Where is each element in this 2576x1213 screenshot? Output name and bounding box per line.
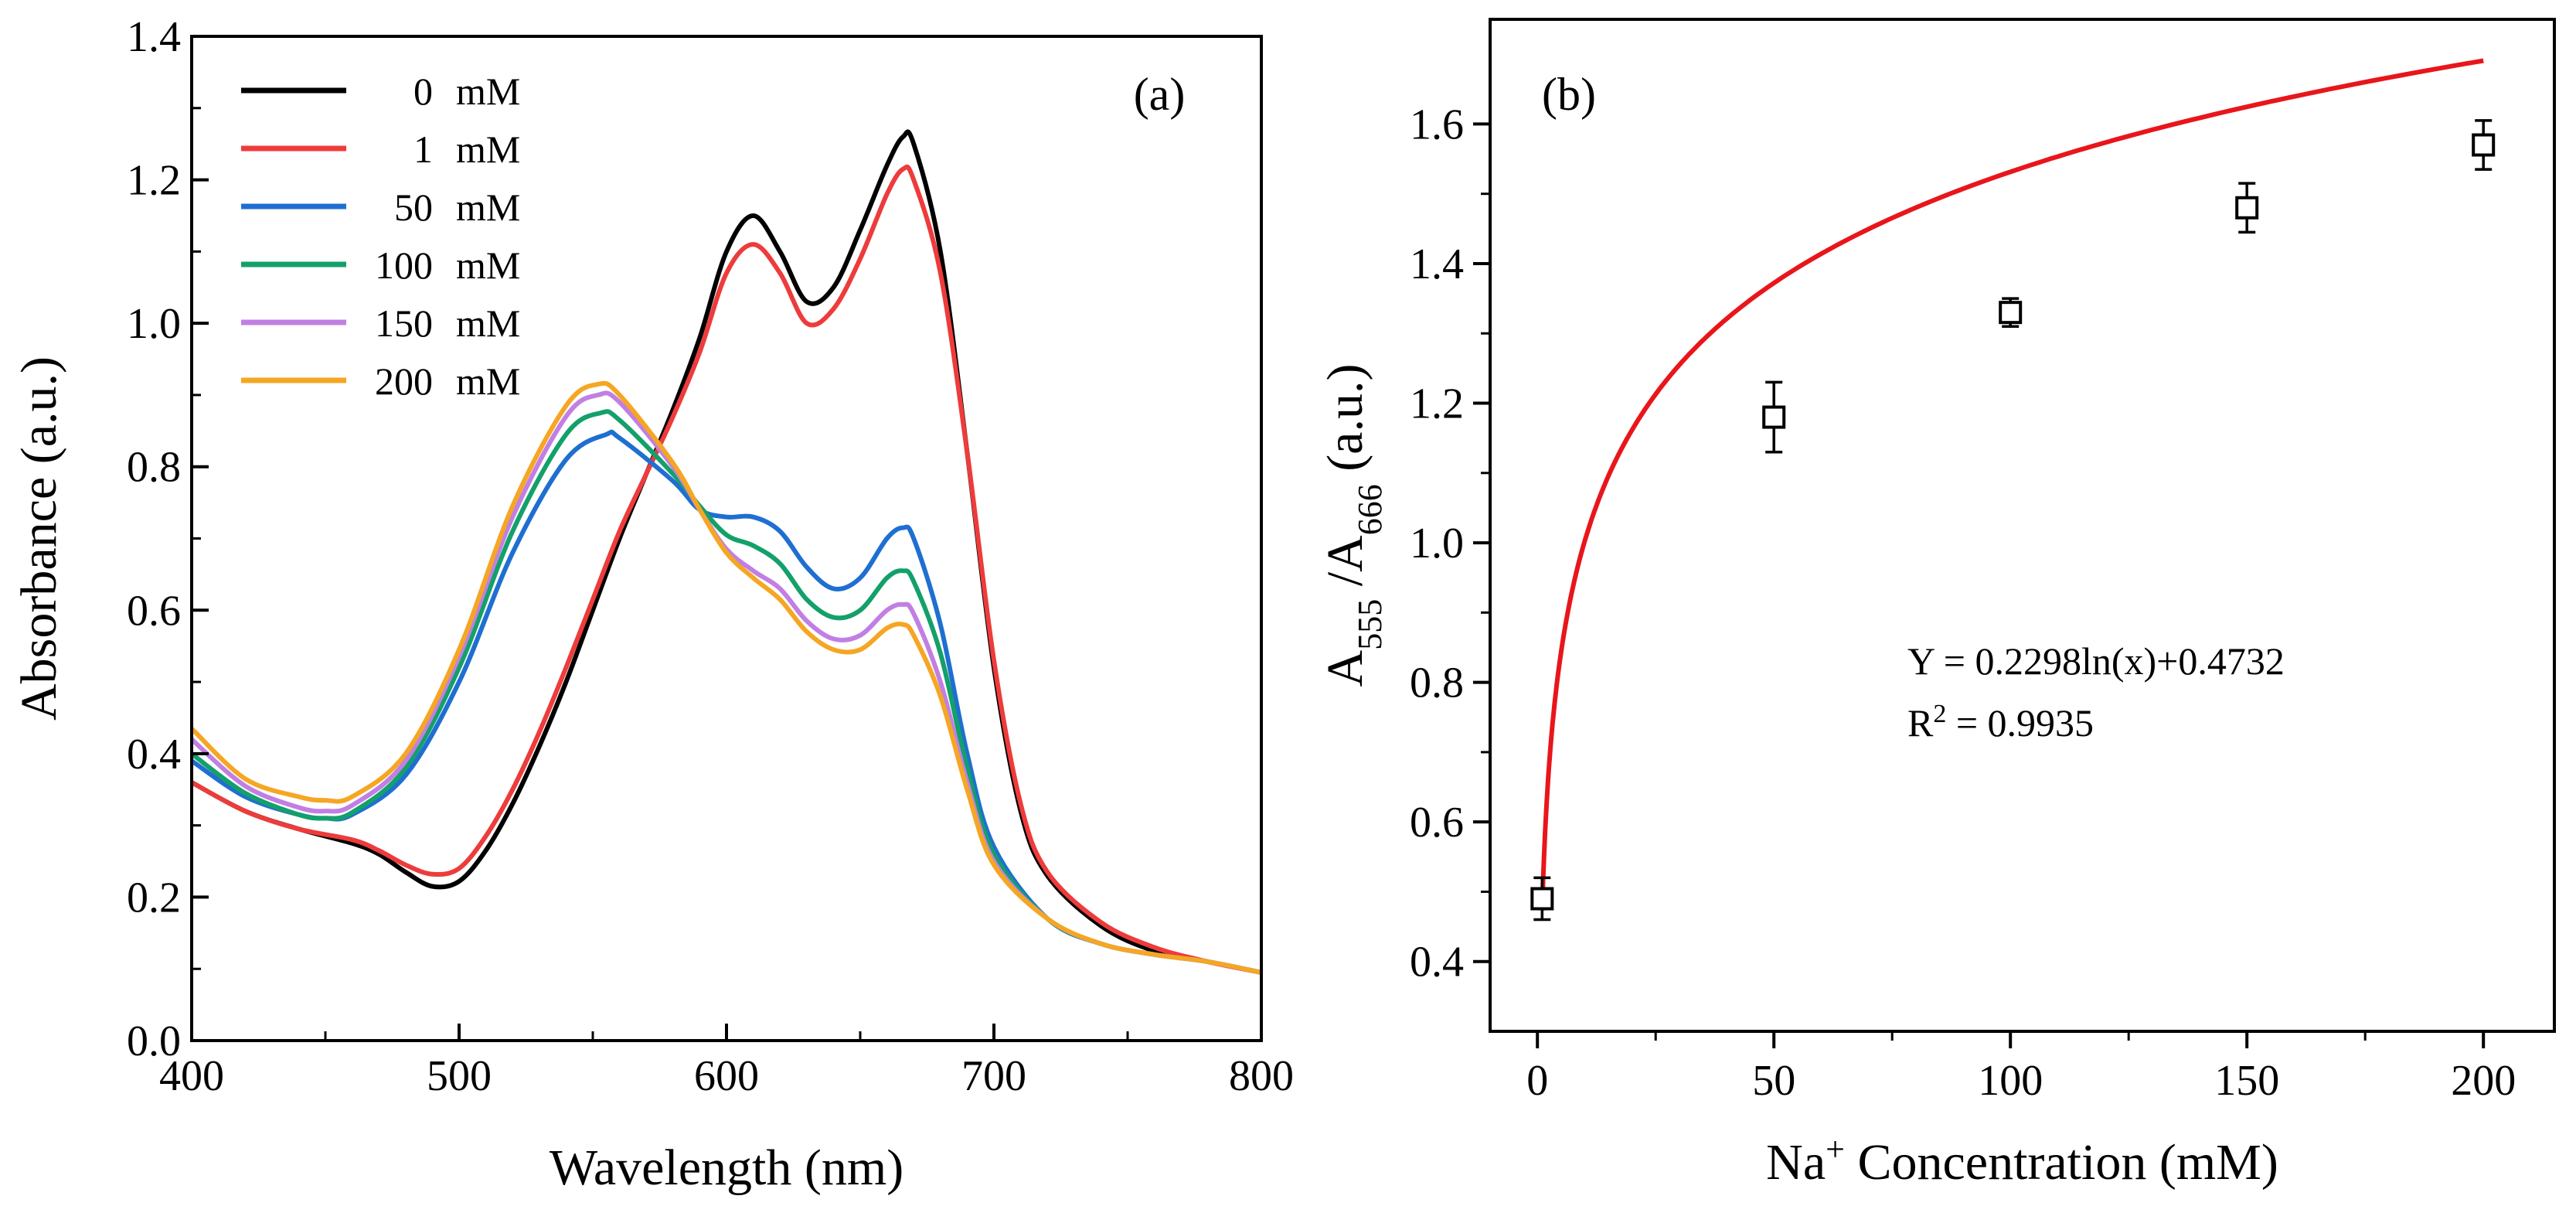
series-line-150-mM [190, 390, 1262, 975]
y-tick-label: 0.8 [127, 444, 181, 492]
series-line-50-mM [190, 429, 1262, 975]
y-tick-label: 1.2 [1410, 380, 1464, 428]
panel-b-label: (b) [1542, 69, 1596, 120]
y-tick-label: 1.0 [127, 300, 181, 348]
panel-b-chart: 0 50 100 150 200 0.4 0.6 0.8 1.0 1.2 1.4 1.6 Na+ Co… [1317, 18, 2556, 1191]
panel-a-y-axis-title: Absorbance (a.u.) [11, 356, 67, 721]
y-title-sub2: 666 [1351, 484, 1389, 535]
panel-a-plot-frame [190, 35, 1263, 1042]
legend-value-50: 50 [394, 186, 433, 229]
x-tick-label: 0 [1526, 1057, 1548, 1105]
x-tick-label: 500 [427, 1052, 492, 1100]
y-tick-label: 1.4 [127, 13, 181, 61]
legend-unit: mM [456, 128, 520, 171]
legend-value-200: 200 [375, 359, 433, 403]
y-tick-label: 0.4 [1410, 939, 1464, 986]
y-tick-label: 0.0 [127, 1017, 181, 1065]
legend-unit: mM [456, 244, 520, 287]
y-tick-label: 0.6 [1410, 799, 1464, 847]
legend-unit: mM [456, 186, 520, 229]
r2-sup: 2 [1933, 700, 1946, 728]
legend-unit: mM [456, 359, 520, 403]
legend-value-150: 150 [375, 302, 433, 345]
data-point [1999, 297, 2023, 328]
data-point [1762, 380, 1786, 454]
x-tick-label: 100 [1978, 1057, 2043, 1105]
y-tick-label: 1.4 [1410, 240, 1464, 288]
panel-a-x-axis-title: Wavelength (nm) [550, 1140, 903, 1196]
panel-b-y-axis-title: A555 /A666 (a.u.) [1317, 364, 1389, 687]
y-title-sub1: 555 [1351, 599, 1389, 650]
x-title-rest: Concentration (mM) [1845, 1134, 2278, 1191]
series-line-200-mM [189, 380, 1262, 975]
point-marker [1762, 405, 1786, 429]
panel-b-plot-frame [1489, 18, 2556, 1033]
series-line-1-mM [190, 164, 1262, 975]
y-tick-label: 1.6 [1410, 101, 1464, 148]
legend-value-0: 0 [413, 70, 433, 113]
point-marker [1530, 887, 1554, 911]
data-point [1530, 876, 1554, 922]
panel-b-x-axis-title: Na+ Concentration (mM) [1766, 1130, 2278, 1191]
y-tick-label: 0.6 [127, 587, 181, 635]
legend-value-100: 100 [375, 244, 433, 287]
panel-b-fit-curve [1540, 58, 2484, 911]
y-title-a: A [1317, 649, 1373, 687]
panel-a-chart: 400 500 600 700 8000.00.20.40.60.81.01.21.4 … [11, 13, 1294, 1196]
x-tick-label: 400 [159, 1052, 224, 1100]
y-tick-label: 0.8 [1410, 659, 1464, 707]
x-tick-label: 600 [694, 1052, 759, 1100]
data-point [2472, 119, 2496, 171]
fit-equation: Y = 0.2298ln(x)+0.4732 [1907, 639, 2285, 683]
series-line-100-mM [190, 409, 1262, 975]
panel-a-label: (a) [1134, 69, 1186, 120]
panel-b-points [1530, 119, 2496, 922]
x-tick-label: 50 [1752, 1057, 1795, 1105]
x-tick-label: 800 [1229, 1052, 1294, 1100]
y-title-rest: (a.u.) [1317, 364, 1373, 485]
point-marker [2472, 133, 2496, 157]
x-title-sup: + [1826, 1130, 1845, 1168]
y-tick-label: 0.2 [127, 874, 181, 922]
x-tick-label: 200 [2451, 1057, 2516, 1105]
y-tick-label: 0.4 [127, 731, 181, 779]
x-tick-label: 700 [961, 1052, 1026, 1100]
legend-unit: mM [456, 302, 520, 345]
data-point [2235, 182, 2259, 234]
r2-prefix: R [1907, 701, 1934, 744]
legend-unit: mM [456, 70, 520, 113]
panel-a-series-group [189, 129, 1262, 975]
fit-r-squared: R2 = 0.9935 [1907, 700, 2094, 745]
legend-value-1: 1 [413, 128, 433, 171]
y-tick-label: 1.2 [127, 157, 181, 205]
point-marker [1999, 301, 2023, 325]
r2-value: = 0.9935 [1946, 701, 2094, 744]
x-title-main: Na [1766, 1134, 1826, 1191]
x-tick-label: 150 [2214, 1057, 2279, 1105]
panel-b-ticks: 0 50 100 150 200 0.4 0.6 0.8 1.0 1.2 1.4 1.6 [1410, 101, 2516, 1105]
y-tick-label: 1.0 [1410, 520, 1464, 567]
y-title-slash: /A [1317, 535, 1373, 599]
point-marker [2235, 196, 2259, 220]
panel-a-legend: 0 mM 1 mM 50 mM 100 mM 150 mM 200 mM [241, 70, 520, 403]
